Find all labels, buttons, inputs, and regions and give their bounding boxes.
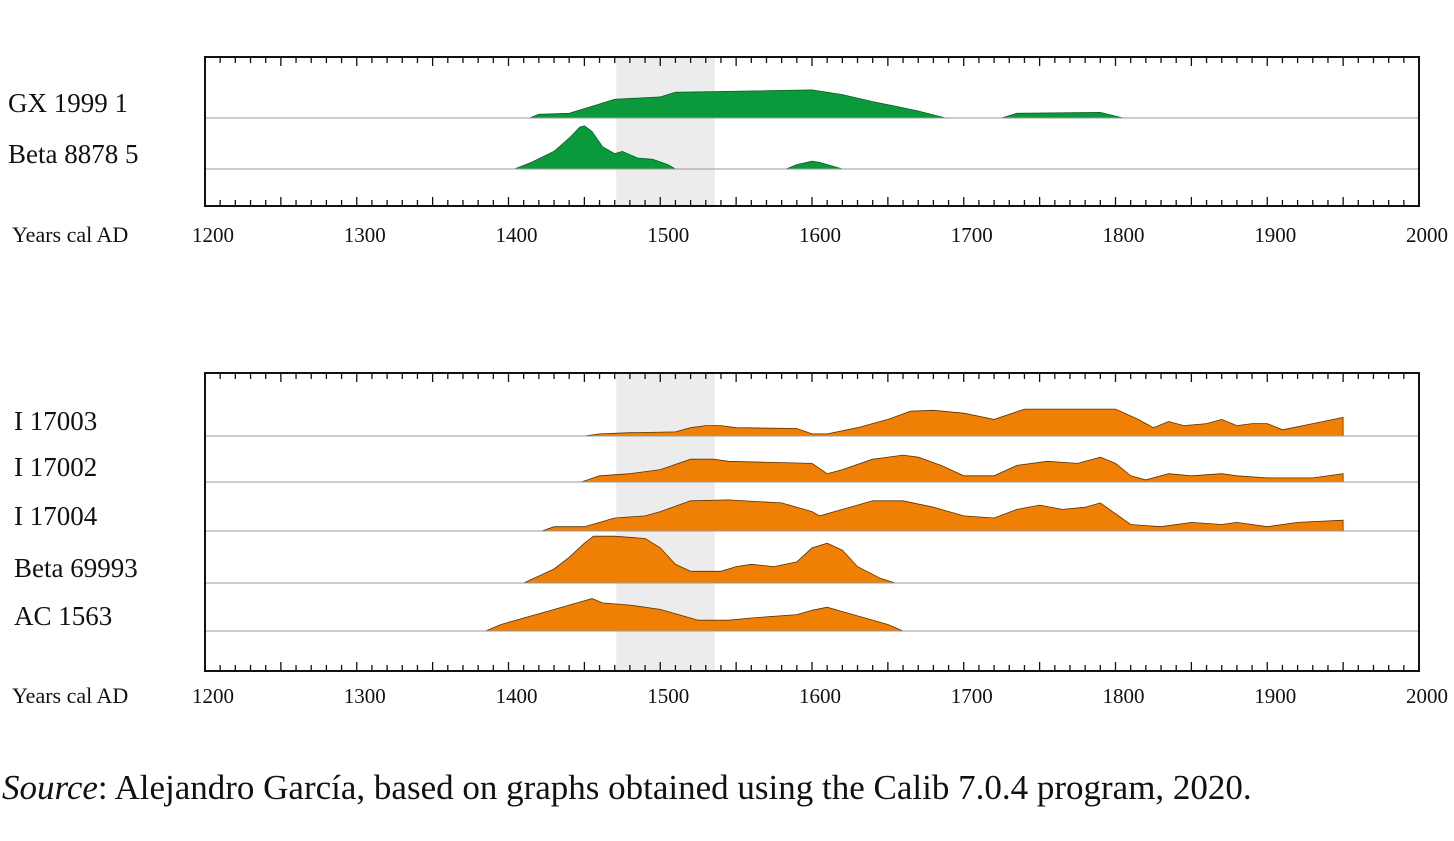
series-area-2 [581,454,1344,483]
series-label: I 17003 [14,406,97,436]
tick-label: 1200 [192,684,234,708]
highlight-band [616,57,715,206]
tick-label: 2000 [1406,684,1448,708]
tick-label: 1800 [1103,684,1145,708]
tick-label: 1900 [1254,223,1296,247]
series-label: AC 1563 [14,601,112,631]
series-area-3 [541,499,1344,532]
tick-label: 1600 [799,223,841,247]
series-area-2 [514,125,843,170]
x-axis-label: Years cal AD [12,222,128,247]
plot-frame [204,56,1420,207]
series-label: GX 1999 1 [8,88,128,118]
calibration-figure: GX 1999 1 Beta 8878 5 1200 1300 1400 1500 1600… [8,56,1448,708]
tick-label: 1200 [192,223,234,247]
tick-label: 1500 [647,223,689,247]
tick-label: 1700 [951,684,993,708]
tick-label: 1400 [496,684,538,708]
series-label: I 17004 [14,501,98,531]
tick-label: 1300 [344,223,386,247]
source-text: : Alejandro García, based on graphs obta… [97,768,1252,807]
chart-panel-2: I 17003 I 17002 I 17004 Beta 69993 AC 1563 12… [12,372,1448,708]
tick-label: 1600 [799,684,841,708]
series-label: I 17002 [14,452,97,482]
series-label: Beta 8878 5 [8,139,138,169]
series-area-5 [485,598,904,632]
tick-label: 1400 [496,223,538,247]
series-area-1 [529,89,1124,119]
tick-label: 2000 [1406,223,1448,247]
tick-label: 1500 [647,684,689,708]
source-caption: Source: Alejandro García, based on graph… [2,768,1252,808]
tick-label: 1700 [951,223,993,247]
series-label: Beta 69993 [14,553,138,583]
series-area-1 [584,408,1344,437]
chart-panel-1: GX 1999 1 Beta 8878 5 1200 1300 1400 1500 1600… [8,56,1448,247]
tick-label: 1900 [1254,684,1296,708]
series-area-4 [523,535,896,584]
source-prefix: Source [2,768,98,807]
x-axis-label: Years cal AD [12,683,128,708]
tick-label: 1800 [1103,223,1145,247]
tick-label: 1300 [344,684,386,708]
